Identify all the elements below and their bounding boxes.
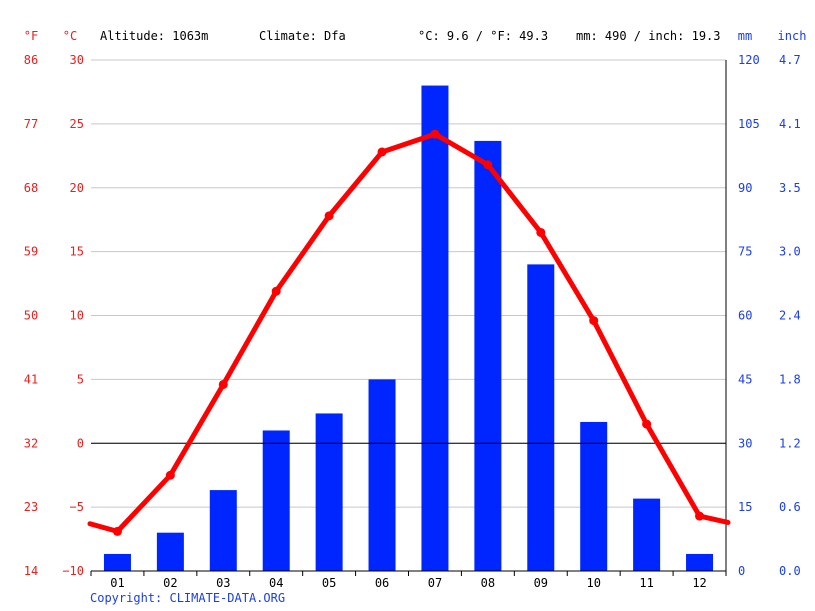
tick-label-inch: 0.0 bbox=[779, 564, 801, 578]
temperature-point bbox=[430, 129, 440, 139]
precipitation-bar bbox=[156, 532, 184, 571]
month-label: 11 bbox=[639, 576, 653, 590]
altitude-label: Altitude: 1063m bbox=[100, 29, 208, 43]
temperature-point bbox=[642, 419, 652, 429]
tick-label-fahrenheit: 86 bbox=[24, 53, 38, 67]
temperature-point bbox=[695, 511, 705, 521]
temperature-line bbox=[87, 129, 731, 536]
tick-label-fahrenheit: 77 bbox=[24, 117, 38, 131]
tick-label-inch: 0.6 bbox=[779, 500, 801, 514]
copyright[interactable]: Copyright: CLIMATE-DATA.ORG bbox=[90, 591, 286, 605]
precipitation-bar bbox=[421, 85, 449, 572]
precipitation-bar bbox=[580, 421, 608, 571]
month-label: 03 bbox=[216, 576, 230, 590]
temperature-point bbox=[589, 316, 599, 326]
y-axis-celsius: 30 25 20 15 10 5 0 −5 −10 bbox=[62, 53, 84, 578]
tick-label-celsius: 25 bbox=[70, 117, 84, 131]
tick-label-fahrenheit: 50 bbox=[24, 309, 38, 323]
month-label: 02 bbox=[163, 576, 177, 590]
precipitation-bar bbox=[315, 413, 343, 571]
unit-inch: inch bbox=[778, 29, 807, 43]
tick-label-inch: 1.2 bbox=[779, 436, 801, 450]
precipitation-bar bbox=[368, 379, 396, 571]
tick-label-mm: 60 bbox=[738, 309, 752, 323]
precipitation-bars bbox=[103, 85, 714, 572]
temperature-point bbox=[324, 211, 334, 221]
temperature-point bbox=[536, 227, 546, 237]
tick-label-celsius: −10 bbox=[62, 564, 84, 578]
tick-label-inch: 3.0 bbox=[779, 245, 801, 259]
tick-label-mm: 45 bbox=[738, 372, 752, 386]
month-label: 06 bbox=[375, 576, 389, 590]
tick-label-celsius: 0 bbox=[77, 436, 84, 450]
precipitation-bar bbox=[262, 430, 290, 571]
avg-temp-label: °C: 9.6 / °F: 49.3 bbox=[418, 29, 548, 43]
tick-label-celsius: 10 bbox=[70, 309, 84, 323]
tick-label-mm: 105 bbox=[738, 117, 760, 131]
tick-label-fahrenheit: 68 bbox=[24, 181, 38, 195]
tick-label-mm: 120 bbox=[738, 53, 760, 67]
temperature-point bbox=[483, 160, 493, 170]
month-label: 10 bbox=[586, 576, 600, 590]
precipitation-bar bbox=[527, 264, 555, 571]
tick-label-celsius: 20 bbox=[70, 181, 84, 195]
unit-mm: mm bbox=[738, 29, 752, 43]
temperature-point bbox=[271, 286, 281, 296]
tick-label-fahrenheit: 32 bbox=[24, 436, 38, 450]
y-axis-mm: 120 105 90 75 60 45 30 15 0 bbox=[738, 53, 760, 578]
tick-label-fahrenheit: 41 bbox=[24, 372, 38, 386]
precipitation-bar bbox=[633, 498, 661, 571]
temperature-point bbox=[112, 526, 122, 536]
y-axis-inch: 4.7 4.1 3.5 3.0 2.4 1.8 1.2 0.6 0.0 bbox=[779, 53, 801, 578]
tick-label-celsius: 5 bbox=[77, 372, 84, 386]
tick-label-celsius: 15 bbox=[70, 245, 84, 259]
tick-label-mm: 30 bbox=[738, 436, 752, 450]
unit-fahrenheit: °F bbox=[24, 29, 38, 43]
month-label: 07 bbox=[428, 576, 442, 590]
tick-label-fahrenheit: 23 bbox=[24, 500, 38, 514]
tick-label-fahrenheit: 59 bbox=[24, 245, 38, 259]
tick-label-mm: 75 bbox=[738, 245, 752, 259]
unit-celsius: °C bbox=[63, 29, 77, 43]
tick-label-inch: 1.8 bbox=[779, 372, 801, 386]
month-label: 05 bbox=[322, 576, 336, 590]
month-label: 08 bbox=[481, 576, 495, 590]
precipitation-bar bbox=[209, 490, 237, 571]
month-label: 01 bbox=[110, 576, 124, 590]
tick-label-mm: 90 bbox=[738, 181, 752, 195]
climate-label: Climate: Dfa bbox=[259, 29, 346, 43]
tick-label-inch: 4.7 bbox=[779, 53, 801, 67]
month-label: 09 bbox=[534, 576, 548, 590]
precip-total-label: mm: 490 / inch: 19.3 bbox=[576, 29, 721, 43]
temperature-point bbox=[377, 147, 387, 157]
precipitation-bar bbox=[103, 553, 131, 571]
tick-label-inch: 2.4 bbox=[779, 309, 801, 323]
tick-label-fahrenheit: 14 bbox=[24, 564, 38, 578]
temperature-point bbox=[218, 379, 228, 389]
tick-label-inch: 3.5 bbox=[779, 181, 801, 195]
precipitation-bar bbox=[686, 553, 714, 571]
month-label: 04 bbox=[269, 576, 283, 590]
month-label: 12 bbox=[692, 576, 706, 590]
grid-lines bbox=[91, 59, 726, 508]
temperature-polyline bbox=[87, 131, 731, 534]
temperature-point bbox=[165, 470, 175, 480]
tick-label-mm: 15 bbox=[738, 500, 752, 514]
tick-label-celsius: 30 bbox=[70, 53, 84, 67]
y-axis-fahrenheit: 86 77 68 59 50 41 32 23 14 bbox=[24, 53, 38, 578]
tick-label-celsius: −5 bbox=[70, 500, 84, 514]
tick-label-mm: 0 bbox=[738, 564, 745, 578]
x-axis: 01 02 03 04 05 06 07 08 09 10 11 12 bbox=[90, 571, 727, 590]
precipitation-bar bbox=[474, 140, 502, 572]
tick-label-inch: 4.1 bbox=[779, 117, 801, 131]
